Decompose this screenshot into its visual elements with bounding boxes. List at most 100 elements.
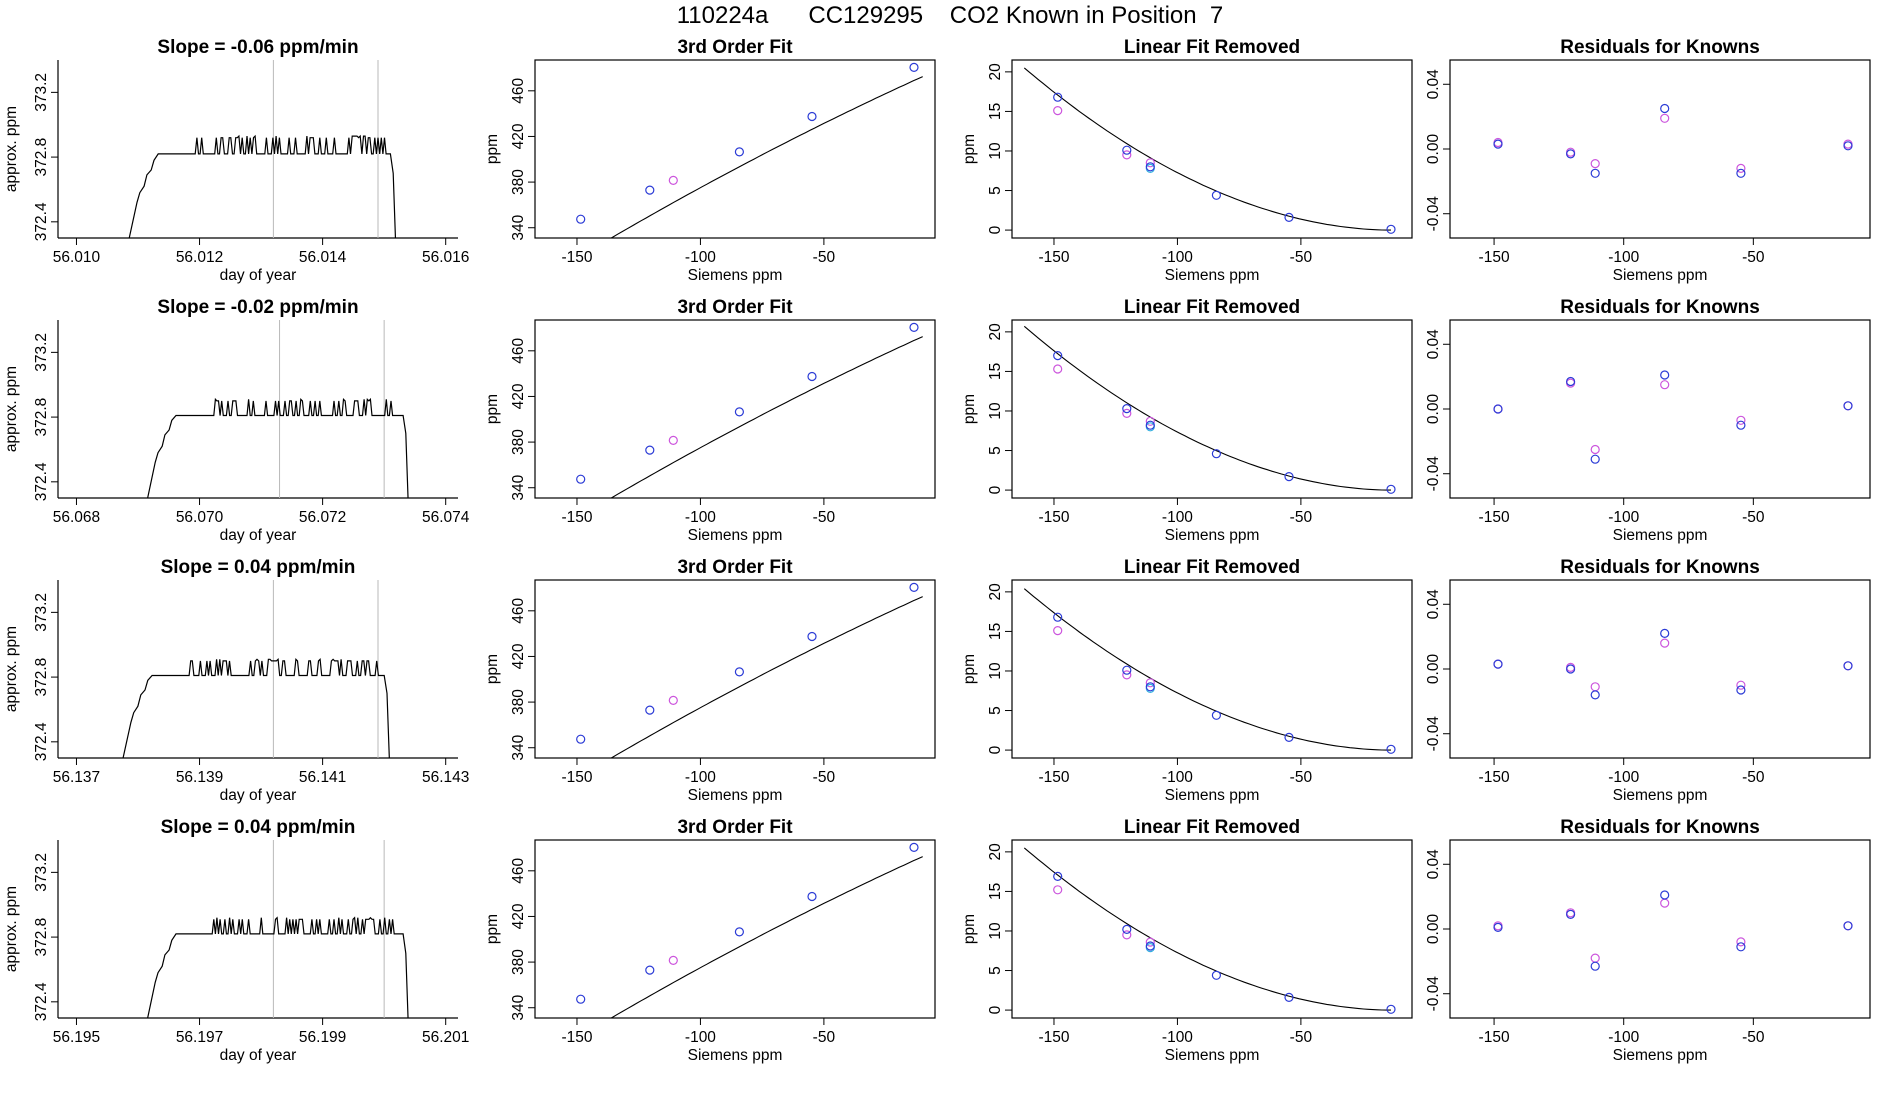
x-axis-label: Siemens ppm: [1613, 787, 1708, 804]
plot-frame: [534, 59, 936, 239]
x-tick-label: -150: [561, 769, 592, 786]
y-axis-label: ppm: [961, 394, 978, 424]
y-tick-label: 0.04: [1425, 329, 1442, 360]
known-point: [1590, 690, 1600, 700]
x-tick-label: -150: [1038, 509, 1069, 526]
known-point: [1493, 139, 1503, 149]
y-tick-label: 15: [987, 623, 1004, 640]
x-tick-label: 56.010: [53, 249, 101, 266]
known-point: [1145, 420, 1155, 430]
known-point: [1843, 141, 1853, 151]
plot-frame: [1011, 839, 1413, 1019]
known-point: [1736, 942, 1746, 952]
plot-frame: [534, 839, 936, 1019]
known-point: [1590, 961, 1600, 971]
magenta-point: [1660, 638, 1670, 648]
x-tick-label: -100: [1608, 769, 1639, 786]
y-tick-label: 0.00: [1425, 394, 1442, 425]
known-point: [1145, 162, 1155, 172]
y-tick-label: 372.8: [33, 658, 50, 697]
known-point: [1565, 149, 1576, 159]
y-tick-label: 5: [987, 966, 1004, 975]
magenta-point: [1590, 444, 1600, 455]
y-axis-label: ppm: [484, 914, 501, 944]
panel-title: Residuals for Knowns: [1560, 557, 1760, 578]
known-point: [1386, 1004, 1396, 1014]
y-tick-label: 373.2: [33, 853, 50, 892]
fit-curve-line: [610, 76, 923, 238]
magenta-point: [1122, 670, 1132, 680]
known-point: [734, 927, 745, 937]
plot-frame: [1011, 319, 1413, 499]
y-tick-label: 10: [987, 402, 1004, 420]
magenta-point: [668, 955, 678, 966]
magenta-point: [1590, 682, 1600, 692]
x-tick-label: -100: [1162, 769, 1193, 786]
plot-frame: [1449, 59, 1871, 239]
y-tick-label: 5: [987, 186, 1004, 195]
x-tick-label: -100: [1608, 249, 1639, 266]
panel-title: Slope = -0.02 ppm/min: [157, 297, 358, 318]
x-tick-label: 56.201: [422, 1029, 469, 1046]
magenta-point: [1736, 163, 1746, 173]
plot-area: [1023, 588, 1391, 751]
page-title: 110224a CC129295 CO2 Known in Position 7: [0, 2, 1900, 30]
known-point: [1386, 484, 1396, 494]
known-point: [1145, 682, 1155, 692]
residual-curve-line: [1023, 588, 1391, 751]
known-point: [1493, 922, 1503, 933]
known-point: [807, 631, 817, 642]
magenta-point: [1145, 678, 1155, 688]
known-point: [1122, 924, 1132, 935]
x-axis-label: Siemens ppm: [688, 787, 783, 804]
ppm-trace-line: [128, 134, 397, 238]
plot-area: [147, 840, 409, 1018]
x-tick-label: -50: [1742, 1029, 1765, 1046]
x-axis-label: Siemens ppm: [1165, 1047, 1260, 1064]
x-tick-label: 56.141: [299, 769, 346, 786]
x-tick-label: -50: [813, 1029, 836, 1046]
x-tick-label: -100: [1162, 249, 1193, 266]
plot-frame: [1011, 59, 1413, 239]
y-tick-label: 5: [987, 446, 1004, 455]
plot-area: [610, 76, 923, 238]
ppm-trace-line: [147, 397, 409, 498]
y-tick-label: 10: [987, 142, 1004, 160]
magenta-point: [668, 175, 678, 185]
magenta-point: [1145, 937, 1155, 947]
y-tick-label: 20: [987, 63, 1004, 81]
known-point: [734, 667, 745, 677]
x-tick-label: 56.137: [53, 769, 100, 786]
magenta-point: [1145, 416, 1155, 426]
known-point: [1660, 628, 1670, 639]
plot-frame: [1449, 319, 1871, 499]
x-tick-label: -100: [1162, 509, 1193, 526]
y-tick-label: 0.00: [1425, 134, 1442, 165]
y-tick-label: 340: [510, 214, 527, 240]
magenta-point: [668, 695, 678, 706]
known-point: [1053, 92, 1063, 102]
x-tick-label: -100: [1162, 1029, 1193, 1046]
magenta-point: [1660, 380, 1670, 390]
x-tick-label: 56.139: [176, 769, 223, 786]
x-tick-label: -100: [685, 769, 716, 786]
known-point: [1122, 145, 1132, 155]
x-tick-label: 56.197: [176, 1029, 223, 1046]
x-tick-label: 56.195: [53, 1029, 100, 1046]
y-tick-label: 340: [510, 474, 527, 500]
x-tick-label: -100: [1608, 1029, 1639, 1046]
residual-curve-line: [1023, 325, 1391, 491]
y-tick-label: 0: [987, 225, 1004, 234]
known-point: [1736, 168, 1746, 178]
y-tick-label: 372.4: [33, 982, 50, 1021]
y-axis-label: ppm: [961, 134, 978, 164]
panel-1-2: 3rd Order Fit -150 -100 -50 340 380 420 460 Siem…: [484, 37, 936, 284]
plot-area: [147, 320, 409, 498]
y-tick-label: 372.8: [33, 138, 50, 177]
known-point: [645, 445, 655, 455]
magenta-point: [1736, 415, 1746, 425]
known-point: [1736, 685, 1746, 695]
magenta-point: [1053, 625, 1063, 636]
y-tick-label: 5: [987, 706, 1004, 715]
magenta-point: [1122, 150, 1132, 160]
